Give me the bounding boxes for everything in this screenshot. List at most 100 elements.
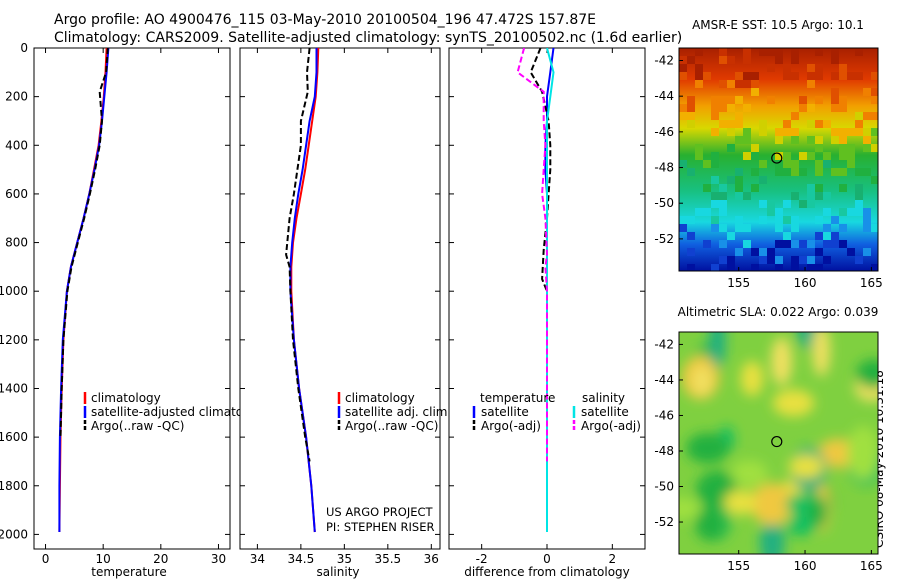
sst-cell xyxy=(751,72,759,80)
sst-cell xyxy=(863,248,871,256)
sla-anomaly xyxy=(856,359,878,389)
sst-cell xyxy=(775,128,783,136)
sst-cell xyxy=(847,160,855,168)
sst-cell xyxy=(743,56,751,64)
y-tick-label: 200 xyxy=(5,90,28,104)
temperature-legend: climatology satellite-adjusted climatolo… xyxy=(83,391,269,433)
y-tick-label: 2000 xyxy=(0,527,28,541)
sla-map-title: Altimetric SLA: 0.022 Argo: 0.039 xyxy=(678,305,879,319)
sst-cell xyxy=(727,264,735,271)
sst-cell xyxy=(719,104,727,112)
sst-cell xyxy=(863,112,871,120)
sst-cell xyxy=(679,160,687,168)
sst-cell xyxy=(727,176,735,184)
sst-cell xyxy=(839,96,847,104)
y-tick-label: 400 xyxy=(5,138,28,152)
x-tick-label: 35 xyxy=(337,552,352,566)
sst-cell xyxy=(735,120,743,128)
sst-cell xyxy=(767,200,775,208)
sst-map-title: AMSR-E SST: 10.5 Argo: 10.1 xyxy=(692,18,864,32)
sst-cell xyxy=(807,184,815,192)
legend-label-satellite: satellite adj. clim. xyxy=(345,405,451,419)
sla-anomaly xyxy=(750,482,794,526)
x-tick-label: 36 xyxy=(424,552,439,566)
sst-cell xyxy=(855,128,863,136)
sst-cell xyxy=(831,240,839,248)
legend-label-temp-argo: Argo(-adj) xyxy=(481,419,541,433)
sst-cell xyxy=(719,200,727,208)
x-tick-label: 10 xyxy=(96,552,111,566)
y-tick-label: -52 xyxy=(654,515,674,529)
sst-cell xyxy=(719,192,727,200)
sst-cell xyxy=(767,248,775,256)
sst-cell xyxy=(775,256,783,264)
sla-anomaly xyxy=(788,454,824,479)
legend-title-temperature: temperature xyxy=(480,391,555,405)
sst-cell xyxy=(759,120,767,128)
sst-cell xyxy=(695,144,703,152)
sst-cell xyxy=(719,256,727,264)
sst-cell xyxy=(831,72,839,80)
sla-anomaly xyxy=(695,507,724,542)
sst-cell xyxy=(783,152,791,160)
sla-anomaly xyxy=(759,519,785,554)
sst-cell xyxy=(807,264,815,271)
sst-cell xyxy=(783,216,791,224)
sla-anomaly xyxy=(740,360,764,397)
sst-cell xyxy=(791,160,799,168)
y-tick-label: -46 xyxy=(654,408,674,422)
sst-cell xyxy=(775,240,783,248)
sst-cell xyxy=(839,184,847,192)
sst-cell xyxy=(839,144,847,152)
sst-cell xyxy=(791,128,799,136)
temperature-xlabel: temperature xyxy=(91,565,166,579)
sst-cell xyxy=(711,176,719,184)
sst-cell xyxy=(687,56,695,64)
x-tick-label: 165 xyxy=(860,276,883,290)
sst-cell xyxy=(855,256,863,264)
sst-cell xyxy=(815,232,823,240)
sst-cell xyxy=(847,248,855,256)
sst-cell xyxy=(759,200,767,208)
sst-cell xyxy=(815,136,823,144)
x-tick-label: 34 xyxy=(250,552,265,566)
sst-cell xyxy=(791,240,799,248)
sst-cell xyxy=(711,104,719,112)
sst-cell xyxy=(711,216,719,224)
sst-cell xyxy=(839,168,847,176)
sst-cell xyxy=(711,160,719,168)
sla-axes-box xyxy=(678,331,879,555)
sst-cell xyxy=(807,64,815,72)
salinity-panel: 34 34.5 35 35.5 36 salinity climatology sate… xyxy=(239,47,451,579)
sst-cell xyxy=(775,56,783,64)
legend-label-climatology: climatology xyxy=(345,391,415,405)
sst-cell xyxy=(751,264,759,271)
sst-cell xyxy=(847,144,855,152)
sst-cell xyxy=(871,144,878,152)
sla-anomaly xyxy=(812,332,831,377)
sst-cell xyxy=(823,160,831,168)
sst-cell xyxy=(855,192,863,200)
sst-cell xyxy=(775,264,783,271)
sst-cell xyxy=(791,264,799,271)
sst-cell xyxy=(759,216,767,224)
sst-cell xyxy=(807,200,815,208)
sst-cell xyxy=(799,96,807,104)
sst-cell xyxy=(687,248,695,256)
sst-cell xyxy=(719,240,727,248)
sst-cell xyxy=(735,248,743,256)
sst-cell xyxy=(775,48,783,56)
sst-cell xyxy=(847,208,855,216)
sst-cell xyxy=(831,232,839,240)
x-tick-label: 165 xyxy=(860,559,883,573)
sst-cell xyxy=(831,56,839,64)
sst-cell xyxy=(815,144,823,152)
sla-anomaly xyxy=(770,337,793,386)
sst-cell xyxy=(751,80,759,88)
sst-cell xyxy=(695,152,703,160)
sst-cell xyxy=(727,56,735,64)
sst-cell xyxy=(799,240,807,248)
sst-cell xyxy=(783,64,791,72)
pi-annotation: PI: STEPHEN RISER xyxy=(326,520,435,534)
